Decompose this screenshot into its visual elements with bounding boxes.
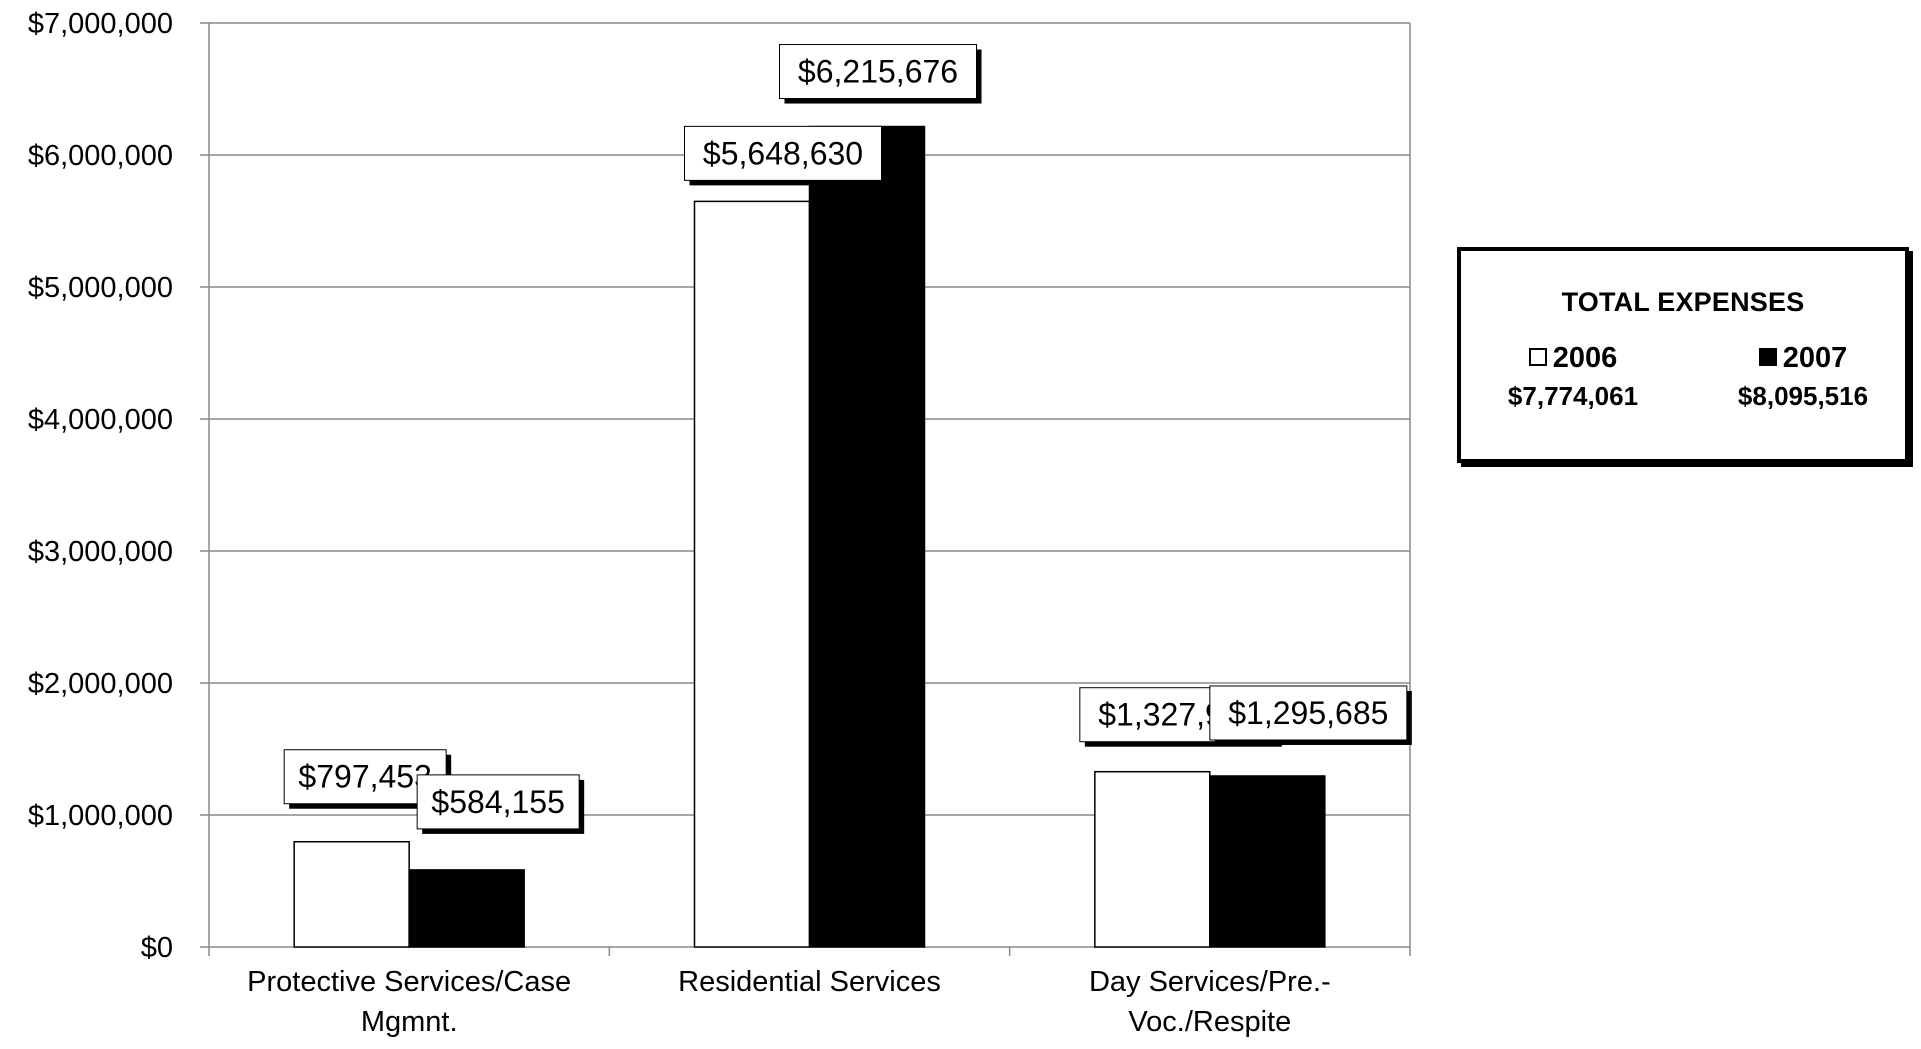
y-tick-label: $3,000,000: [28, 536, 173, 568]
data-label-value: $797,453: [298, 759, 431, 795]
y-tick-label: $6,000,000: [28, 140, 173, 172]
y-tick-label: $4,000,000: [28, 404, 173, 436]
data-label: $5,648,630: [684, 125, 887, 186]
category-label: Protective Services/Case: [247, 966, 571, 998]
legend-label-2006: 2006: [1552, 342, 1618, 374]
legend-total-2007: $8,095,516: [1737, 381, 1869, 411]
legend-entry-2006: 2006 $7,774,061: [1483, 341, 1663, 413]
data-label-box: [1209, 685, 1408, 741]
category-label: Voc./Respite: [1128, 1006, 1291, 1038]
bar-2007: [808, 125, 926, 948]
category-label: Residential Services: [678, 966, 941, 998]
bar-2007: [1209, 775, 1326, 948]
y-tick-label: $2,000,000: [28, 668, 173, 700]
bar-2007: [408, 869, 525, 948]
legend-total-2006: $7,774,061: [1507, 381, 1639, 411]
data-label-value: $1,295,685: [1228, 695, 1388, 731]
legend-swatch-2006: [1528, 348, 1547, 366]
y-tick-label: $1,000,000: [28, 800, 173, 832]
data-label-value: $584,155: [431, 784, 564, 820]
legend-title: TOTAL EXPENSES: [1561, 287, 1805, 317]
y-tick-label: $7,000,000: [28, 8, 173, 40]
data-label-value: $6,215,676: [798, 54, 958, 90]
data-label-box: [779, 44, 977, 100]
bar-2006: [693, 200, 811, 948]
legend-label-2007: 2007: [1782, 342, 1848, 374]
data-label-value: $5,648,630: [703, 135, 863, 171]
data-label: $6,215,676: [779, 44, 982, 104]
legend-entry-2007: 2007 $8,095,516: [1713, 341, 1893, 413]
data-label: $1,295,685: [1209, 685, 1412, 745]
data-labels: $797,453$584,155$5,648,630$6,215,676$1,3…: [283, 44, 1412, 834]
y-tick-label: $0: [141, 932, 173, 964]
bar-2006: [1094, 770, 1211, 948]
data-label-box: [416, 774, 580, 830]
data-label-box: [684, 125, 882, 181]
y-tick-label: $5,000,000: [28, 272, 173, 304]
bar-2006: [293, 840, 410, 948]
category-label: Day Services/Pre.-: [1089, 966, 1331, 998]
legend-swatch-2007: [1758, 348, 1777, 366]
legend: TOTAL EXPENSES 2006 $7,774,061 2007 $8,0…: [1457, 247, 1909, 463]
category-label: Mgmnt.: [361, 1006, 458, 1038]
data-label: $584,155: [416, 774, 585, 834]
tick-labels: $0 $1,000,000 $2,000,000 $3,000,000 $4,000,0…: [28, 8, 1331, 1038]
